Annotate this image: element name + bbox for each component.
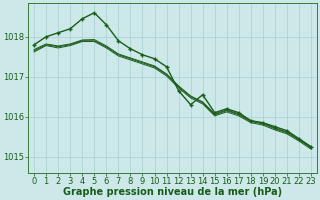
X-axis label: Graphe pression niveau de la mer (hPa): Graphe pression niveau de la mer (hPa) (63, 187, 282, 197)
